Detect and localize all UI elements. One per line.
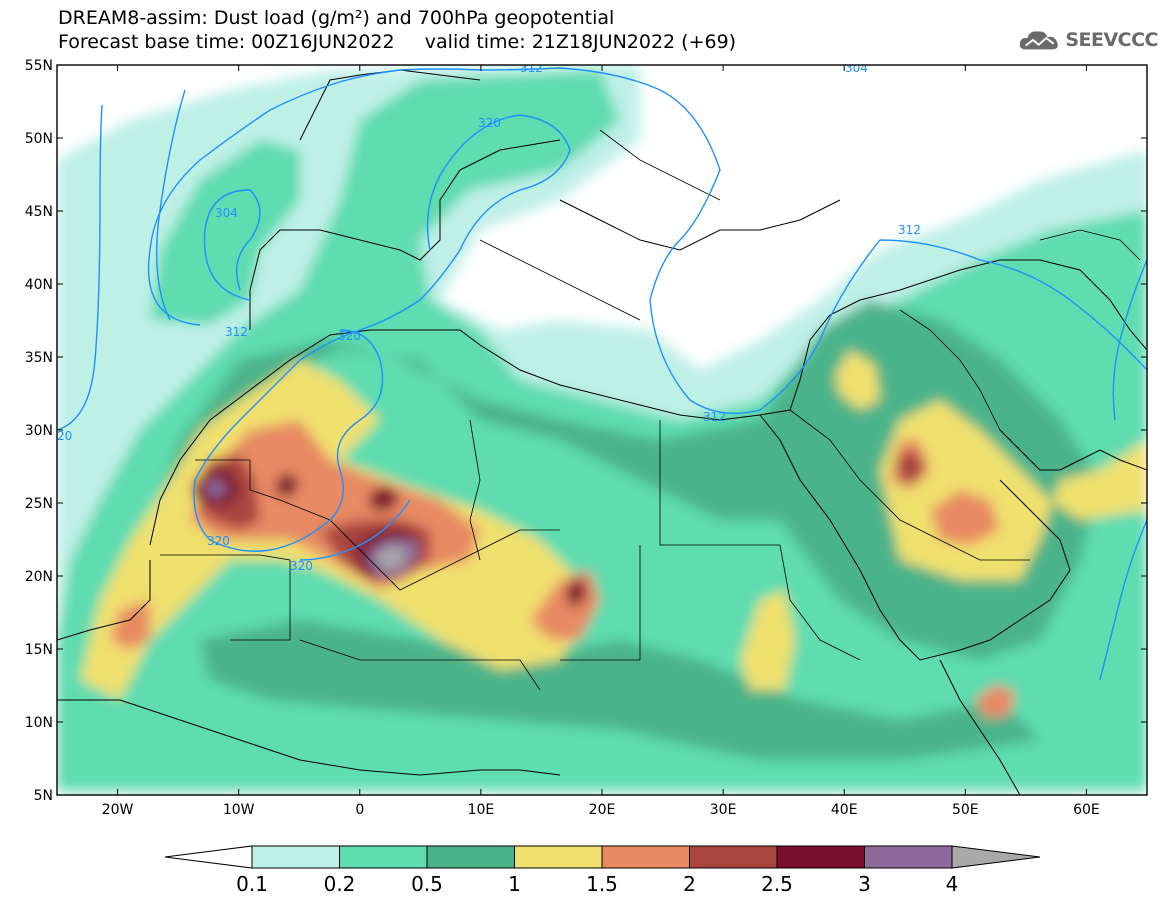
lon-tick-label: 0 (355, 802, 364, 818)
plot-area: 312 304 320 304 312 320 320 320 312 312 … (57, 61, 1147, 795)
dust-region-0-5-south (200, 620, 1040, 760)
colorbar-label: 2.5 (761, 872, 793, 896)
contour-labels: 312 304 320 304 312 320 320 320 312 312 … (57, 61, 921, 573)
cloud-logo-icon (1019, 31, 1058, 50)
colorbar-label: 0.2 (324, 872, 356, 896)
contour-320-south (299, 499, 411, 561)
lat-tick-label: 55N (25, 58, 53, 74)
dust-region-1-sudan (740, 590, 795, 690)
contour-label-304-atlantic: 304 (215, 206, 238, 220)
colorbar-label: 3 (858, 872, 871, 896)
lat-tick-label: 25N (25, 496, 53, 512)
lon-tick-label: 10W (223, 802, 255, 818)
colorbar-label: 1 (508, 872, 521, 896)
contour-304-west (155, 89, 186, 321)
contour-label-320-mali: 320 (290, 559, 313, 573)
colorbar: 0.1 0.2 0.5 1 1.5 2 2.5 3 4 (164, 845, 1041, 896)
colorbar-label: 0.1 (236, 872, 268, 896)
contour-label-left-edge: 20 (57, 429, 72, 443)
contour-label-312-caspian: 312 (898, 223, 921, 237)
contour-east-top (1112, 259, 1147, 421)
contour-label-320-morocco: 320 (338, 329, 361, 343)
dust-region-1-5 (110, 420, 480, 650)
contour-312-west (147, 67, 1147, 415)
colorbar-bin (426, 845, 515, 869)
colorbar-bin (339, 845, 428, 869)
colorbar-bin (251, 845, 340, 869)
latitude-axis: 55N 50N 45N 40N 35N 30N 25N 20N 15N 10N 5N (25, 58, 1147, 804)
contour-east (1099, 519, 1147, 681)
lat-tick-label: 15N (25, 642, 53, 658)
colorbar-label: 4 (946, 872, 959, 896)
lon-tick-label: 40E (831, 802, 858, 818)
contour-label-312-atlantic: 312 (225, 325, 248, 339)
geopotential-contours (57, 67, 1147, 681)
colorbar-label: 0.5 (411, 872, 443, 896)
lat-tick-label: 50N (25, 131, 53, 147)
lon-tick-label: 30E (710, 802, 737, 818)
colorbar-bin (689, 845, 778, 869)
colorbar-label: 1.5 (586, 872, 618, 896)
lon-tick-label: 20W (102, 802, 134, 818)
lat-tick-label: 45N (25, 204, 53, 220)
map-subtitle: Forecast base time: 00Z16JUN2022 valid t… (58, 31, 737, 53)
contour-label-312-top: 312 (520, 61, 543, 75)
contour-label-312-egypt: 312 (703, 410, 726, 424)
logo-text: SEEVCCC (1065, 29, 1158, 51)
dust-fields (57, 65, 1147, 795)
dust-region-4 (375, 546, 408, 570)
colorbar-bin (776, 845, 865, 869)
contour-left-edge (57, 104, 103, 431)
map-title: DREAM8-assim: Dust load (g/m²) and 700hP… (58, 7, 615, 29)
contour-label-304-top: 304 (845, 61, 868, 75)
lat-tick-label: 10N (25, 715, 53, 731)
contour-label-320-europe: 320 (478, 116, 501, 130)
lon-tick-label: 50E (952, 802, 979, 818)
lon-tick-label: 20E (589, 802, 616, 818)
colorbar-left-arrow (164, 845, 253, 869)
dust-region-2-arabia (895, 450, 925, 485)
dust-region-1-5-horn (975, 685, 1015, 718)
lat-tick-label: 30N (25, 423, 53, 439)
contour-304-atlantic (203, 189, 261, 301)
dust-region-0-2-atlantic (150, 140, 300, 325)
lat-tick-label: 35N (25, 350, 53, 366)
colorbar-bin (514, 845, 603, 869)
lon-tick-label: 10E (468, 802, 495, 818)
lat-tick-label: 5N (34, 788, 53, 804)
lat-tick-label: 20N (25, 569, 53, 585)
contour-320-north (193, 114, 571, 552)
colorbar-label: 2 (683, 872, 696, 896)
colorbar-bin (601, 845, 690, 869)
lat-tick-label: 40N (25, 277, 53, 293)
dust-region-1-north-arabia (835, 350, 880, 410)
seevccc-logo: SEEVCCC (1018, 24, 1158, 56)
longitude-axis: 20W 10W 0 10E 20E 30E 40E 50E 60E (102, 65, 1100, 818)
colorbar-bin (864, 845, 953, 869)
contour-label-320-west-sahara: 320 (207, 534, 230, 548)
coastlines (57, 69, 1147, 795)
colorbar-right-arrow (951, 845, 1041, 869)
lon-tick-label: 60E (1073, 802, 1100, 818)
